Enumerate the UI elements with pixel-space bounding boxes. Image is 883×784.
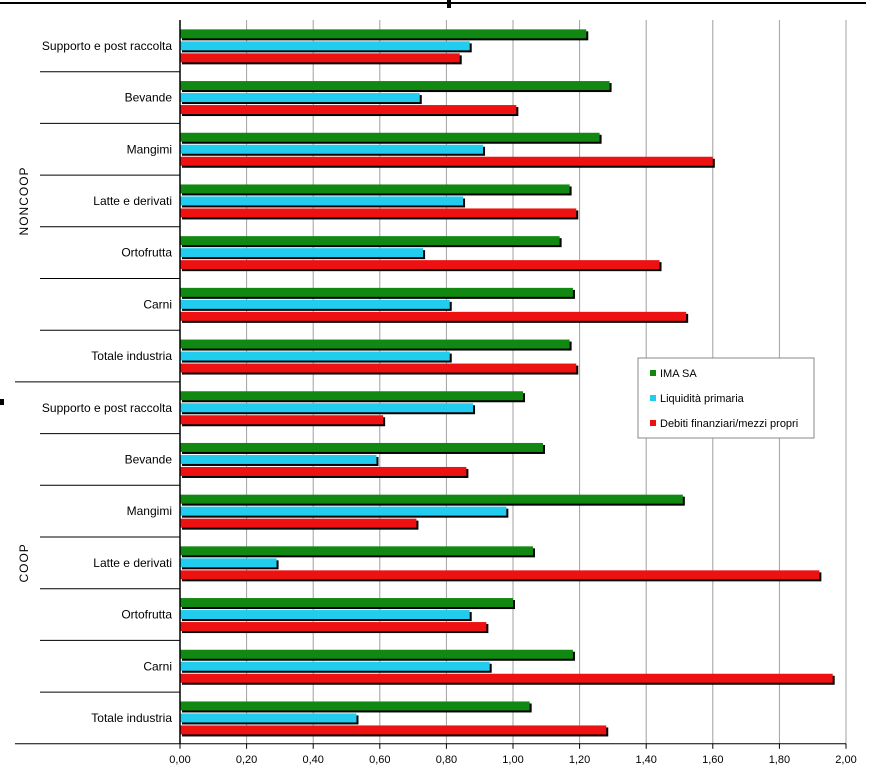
legend-entry-debiti-finanziari: Debiti finanziari/mezzi propri <box>660 418 798 430</box>
x-tick-label: 0,40 <box>302 754 323 766</box>
bar-debiti-finanziari-mezzi-propri <box>180 673 833 683</box>
bar-ima-sa <box>180 184 570 194</box>
category-label: Bevande <box>125 91 173 105</box>
bar-debiti-finanziari-mezzi-propri <box>180 725 607 735</box>
bar-liquidita-primaria <box>180 610 470 620</box>
legend: IMA SA Liquidità primaria Debiti finanzi… <box>637 357 815 439</box>
top-tick-mark <box>447 0 451 8</box>
bar-ima-sa <box>180 339 570 349</box>
bar-liquidita-primaria <box>180 41 470 51</box>
legend-entry-ima-sa: IMA SA <box>660 368 697 380</box>
bar-debiti-finanziari-mezzi-propri <box>180 53 460 63</box>
bar-liquidita-primaria <box>180 93 420 103</box>
bar-liquidita-primaria <box>180 196 464 206</box>
bar-ima-sa <box>180 598 513 608</box>
category-label: Mangimi <box>127 142 172 156</box>
category-label: Carni <box>143 659 172 673</box>
bar-ima-sa <box>180 236 560 246</box>
x-tick-label: 2,00 <box>835 754 856 766</box>
category-label: Carni <box>143 297 172 311</box>
bar-liquidita-primaria <box>180 558 277 568</box>
category-label: Supporto e post raccolta <box>42 39 172 53</box>
bar-liquidita-primaria <box>180 506 507 516</box>
category-label: Totale industria <box>91 711 172 725</box>
bar-ima-sa <box>180 132 600 142</box>
bar-liquidita-primaria <box>180 403 474 413</box>
category-label: Latte e derivati <box>93 194 172 208</box>
bar-debiti-finanziari-mezzi-propri <box>180 622 487 632</box>
group-divider-mark <box>0 399 4 405</box>
x-tick-label: 1,40 <box>635 754 656 766</box>
bar-ima-sa <box>180 442 543 452</box>
bars <box>180 29 835 737</box>
axes <box>0 0 866 745</box>
bar-ima-sa <box>180 546 533 556</box>
legend-box <box>637 357 815 439</box>
x-axis-ticks: 0,00 0,20 0,40 0,60 0,80 1,00 1,20 1,40 1,60 1,80… <box>169 743 857 766</box>
category-label: Mangimi <box>127 504 172 518</box>
group-label-noncoop: NONCOOP <box>17 166 31 235</box>
x-tick-label: 0,60 <box>369 754 390 766</box>
category-label: Ortofrutta <box>121 608 172 622</box>
group-label-coop: COOP <box>17 543 31 582</box>
legend-swatch-debiti-finanziari <box>650 420 656 426</box>
category-label: Supporto e post raccolta <box>42 401 172 415</box>
bar-liquidita-primaria <box>180 248 424 258</box>
bar-ima-sa <box>180 701 530 711</box>
bar-ima-sa <box>180 494 683 504</box>
bar-liquidita-primaria <box>180 454 377 464</box>
x-tick-label: 1,00 <box>502 754 523 766</box>
bar-liquidita-primaria <box>180 351 450 361</box>
x-tick-label: 0,80 <box>436 754 457 766</box>
legend-swatch-ima-sa <box>650 370 656 376</box>
category-label: Bevande <box>125 452 173 466</box>
bar-liquidita-primaria <box>180 713 357 723</box>
x-tick-label: 1,80 <box>769 754 790 766</box>
bar-debiti-finanziari-mezzi-propri <box>180 415 384 425</box>
bar-ima-sa <box>180 81 610 91</box>
bar-debiti-finanziari-mezzi-propri <box>180 208 577 218</box>
bar-liquidita-primaria <box>180 661 490 671</box>
bar-ima-sa <box>180 29 587 39</box>
bar-debiti-finanziari-mezzi-propri <box>180 105 517 115</box>
x-tick-label: 1,60 <box>702 754 723 766</box>
bar-liquidita-primaria <box>180 299 450 309</box>
bar-debiti-finanziari-mezzi-propri <box>180 260 660 270</box>
category-labels: Supporto e post raccolta Bevande Mangimi La… <box>42 39 172 725</box>
bar-liquidita-primaria <box>180 144 484 154</box>
x-tick-label: 1,20 <box>569 754 590 766</box>
bar-ima-sa <box>180 287 573 297</box>
bar-debiti-finanziari-mezzi-propri <box>180 466 467 476</box>
x-tick-label: 0,00 <box>169 754 190 766</box>
group-labels: NONCOOP COOP <box>17 166 31 582</box>
x-tick-label: 0,20 <box>236 754 257 766</box>
bar-ima-sa <box>180 649 573 659</box>
bar-debiti-finanziari-mezzi-propri <box>180 570 820 580</box>
category-label: Ortofrutta <box>121 246 172 260</box>
category-label: Latte e derivati <box>93 556 172 570</box>
legend-swatch-liquidita-primaria <box>650 395 656 401</box>
bar-ima-sa <box>180 391 523 401</box>
legend-entry-liquidita-primaria: Liquidità primaria <box>660 393 745 405</box>
bar-debiti-finanziari-mezzi-propri <box>180 518 417 528</box>
bar-debiti-finanziari-mezzi-propri <box>180 311 687 321</box>
category-label: Totale industria <box>91 349 172 363</box>
bar-debiti-finanziari-mezzi-propri <box>180 156 713 166</box>
bar-debiti-finanziari-mezzi-propri <box>180 363 577 373</box>
